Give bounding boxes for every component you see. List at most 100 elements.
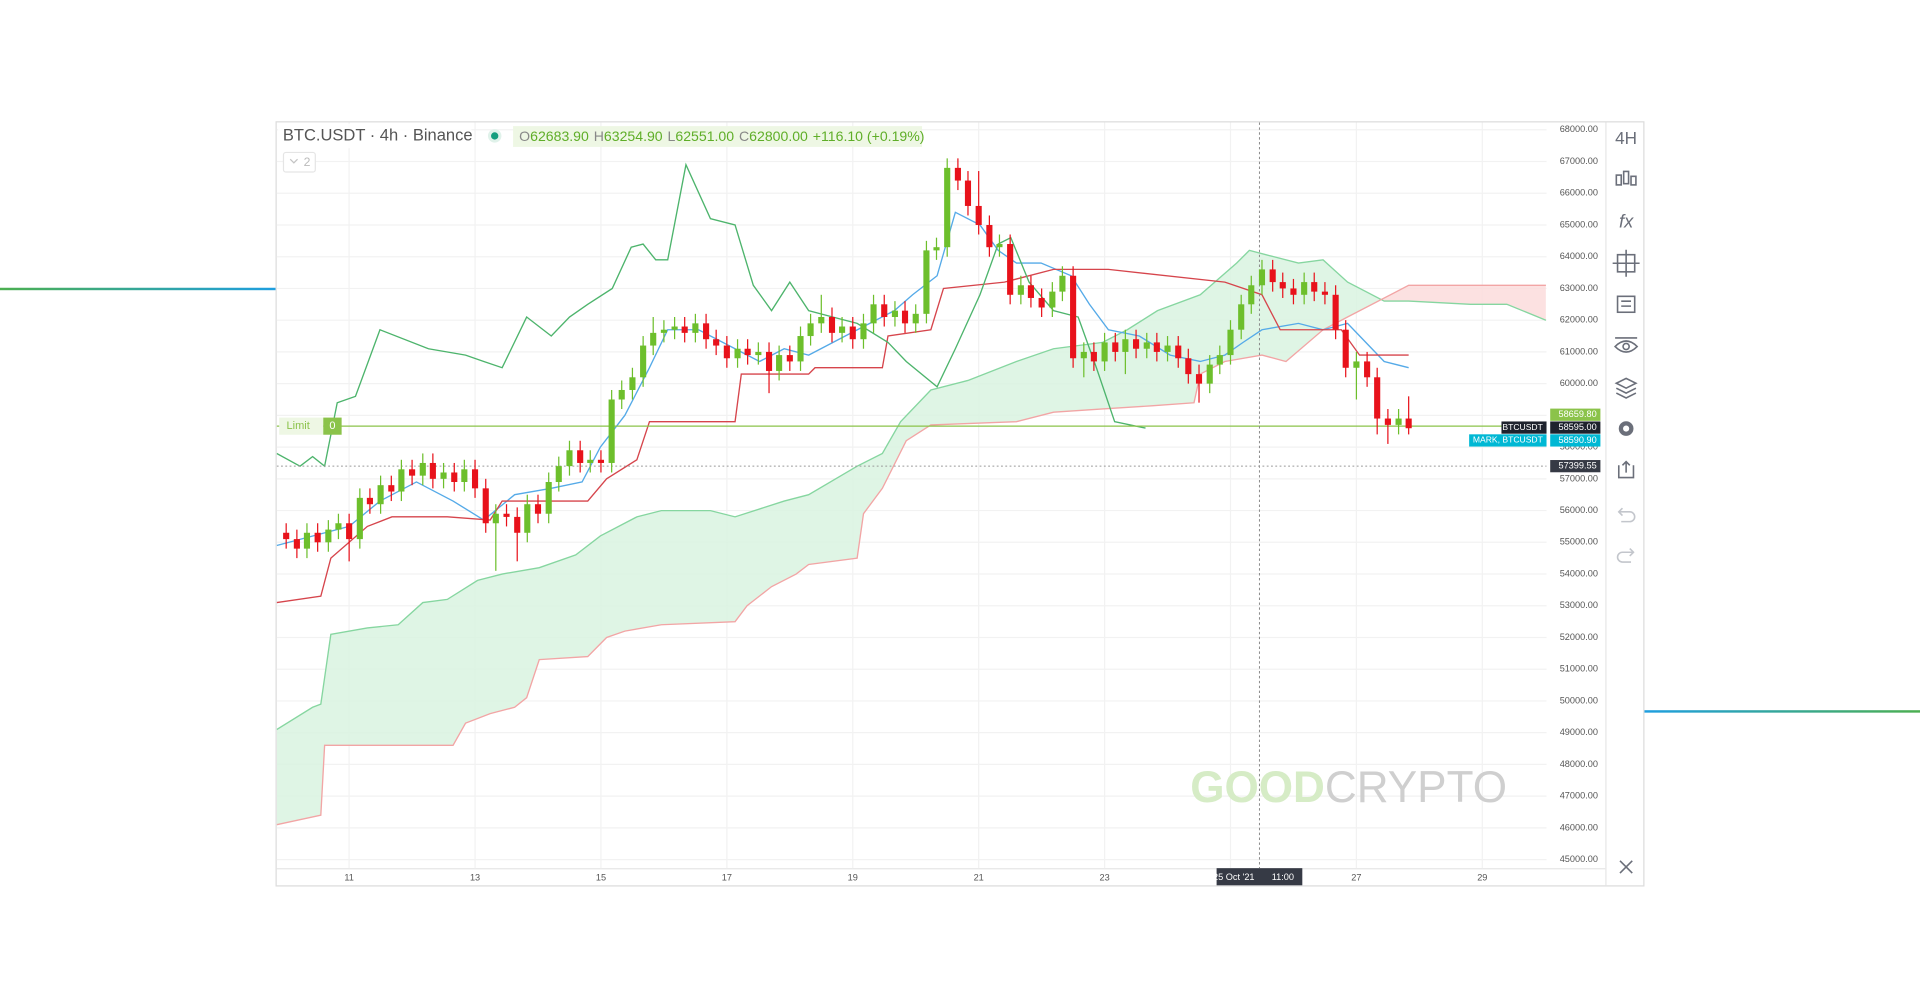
candle-body [1248, 285, 1255, 305]
candle-body [1290, 288, 1297, 295]
ohlc-label: H [594, 128, 604, 144]
crosshair-time: 11:00 [1272, 872, 1294, 882]
y-tick-label: 45000.00 [1560, 854, 1598, 864]
y-tick-label: 62000.00 [1560, 315, 1598, 325]
candle-body [587, 459, 594, 463]
price-label-bg [1550, 408, 1601, 421]
x-tick-label: 13 [470, 872, 480, 882]
y-tick-label: 53000.00 [1560, 600, 1598, 610]
candle-body [734, 348, 741, 359]
y-tick-label: 47000.00 [1560, 791, 1598, 801]
ohlc-bg [513, 126, 923, 147]
candle-body [1332, 294, 1339, 330]
undo-button[interactable] [1617, 507, 1636, 523]
candle-body [640, 345, 647, 378]
span-a-line [276, 249, 1547, 731]
candle-body [492, 513, 499, 524]
candle-body [692, 323, 699, 333]
candle-body [524, 504, 531, 533]
template-button[interactable] [1616, 295, 1636, 314]
candle-body [703, 323, 710, 340]
price-label-bg [1550, 434, 1601, 447]
plot-area [276, 122, 1547, 869]
candle-body [608, 399, 615, 463]
candle-body [325, 529, 332, 543]
y-tick-label: 64000.00 [1560, 251, 1598, 261]
indicator-toggle[interactable] [282, 151, 316, 173]
hide-button[interactable] [1613, 337, 1639, 353]
candle-body [451, 472, 458, 483]
y-tick-label: 66000.00 [1560, 188, 1598, 198]
candle-body [1070, 275, 1077, 359]
title-bg [277, 123, 472, 149]
price-tag: BTCUSDT [1502, 422, 1543, 432]
candle-body [1206, 364, 1213, 384]
candle-body [839, 326, 846, 333]
candle-body [912, 313, 919, 324]
ohlc-label: O [519, 128, 530, 144]
redo-button[interactable] [1616, 548, 1635, 563]
y-tick-label: 61000.00 [1560, 346, 1598, 356]
interval-button[interactable]: 4H [1615, 128, 1637, 148]
watermark-good: GOOD [1190, 762, 1325, 811]
candle-body [1258, 269, 1266, 286]
chevron-icon [289, 158, 298, 164]
y-tick-label: 54000.00 [1560, 568, 1598, 578]
candle-body [303, 532, 311, 549]
candle-body [514, 516, 521, 533]
candle-body [1101, 342, 1108, 362]
y-tick-label: 65000.00 [1560, 219, 1598, 229]
candle-body [1364, 361, 1371, 378]
candle-body [1279, 282, 1286, 289]
indicators-button[interactable]: fx [1619, 211, 1634, 232]
candle-body [818, 317, 825, 324]
chart-type-button[interactable] [1615, 170, 1637, 186]
candle-body [964, 180, 972, 206]
settings-button[interactable] [1618, 421, 1634, 436]
candle-body [482, 488, 489, 524]
x-tick-label: 19 [848, 872, 858, 882]
candle-body [1342, 329, 1349, 368]
candle-body [1153, 342, 1160, 352]
candle-body [555, 466, 562, 483]
candle-body [996, 244, 1003, 248]
drawing-button[interactable] [1612, 249, 1640, 277]
candle-body [933, 247, 940, 251]
y-tick-label: 57000.00 [1560, 473, 1598, 483]
candle-body [744, 348, 751, 356]
candle-body [681, 326, 688, 333]
candle-body [1049, 291, 1056, 308]
candle-body [577, 450, 584, 463]
y-tick-label: 63000.00 [1560, 283, 1598, 293]
close-button[interactable] [1619, 860, 1633, 874]
candle-body [545, 482, 552, 514]
y-tick-label: 50000.00 [1560, 695, 1598, 705]
x-tick-label: 17 [722, 872, 732, 882]
chart-title: BTC.USDT · 4h · Binance [283, 125, 473, 144]
candle-body [419, 462, 426, 476]
candle-body [1269, 269, 1276, 283]
candle-body [409, 469, 416, 476]
layers-button[interactable] [1614, 377, 1638, 399]
candle-body [377, 485, 384, 505]
candle-body [944, 167, 951, 248]
candle-body [1122, 339, 1129, 352]
candle-body [1216, 355, 1223, 365]
candle-body [1080, 351, 1087, 359]
candle-body [534, 504, 542, 514]
y-tick-label: 49000.00 [1560, 727, 1598, 737]
price-tag-bg [1469, 434, 1547, 447]
x-tick-label: 29 [1477, 872, 1487, 882]
candle-body [901, 310, 909, 324]
price-label-bg [1550, 460, 1601, 473]
candle-body [388, 485, 395, 492]
candle-body [1185, 358, 1192, 375]
candle-body [660, 329, 667, 333]
limit-label: Limit [287, 420, 310, 432]
indicator-line [276, 268, 1409, 604]
candle-body [1405, 418, 1412, 429]
candle-body [629, 377, 636, 390]
candle-body [870, 304, 877, 324]
share-button[interactable] [1617, 460, 1635, 479]
indicator-line [276, 162, 1146, 468]
